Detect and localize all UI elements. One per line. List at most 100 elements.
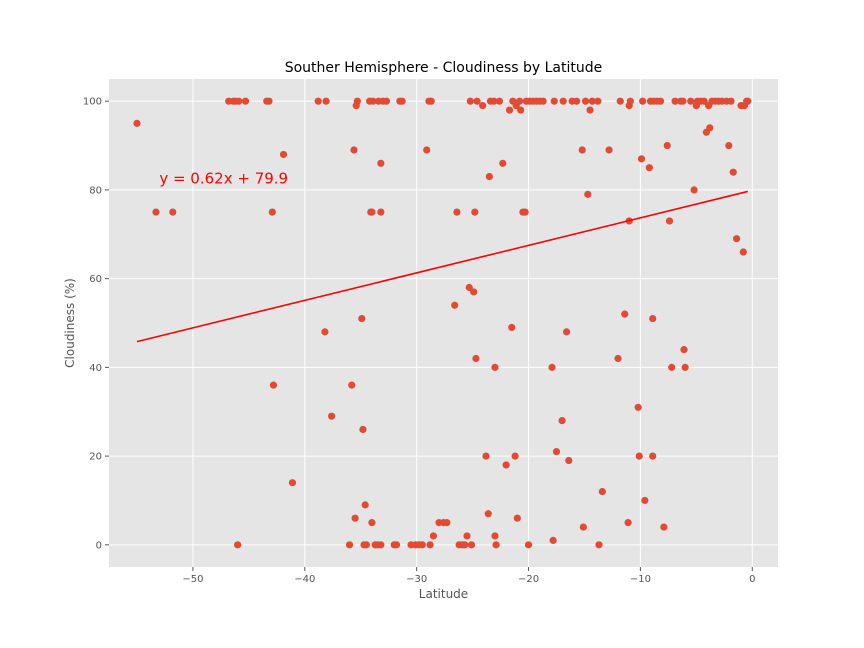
data-point (511, 452, 519, 460)
data-point (152, 208, 160, 216)
y-tick-label: 60 (89, 274, 102, 285)
data-point (361, 501, 369, 509)
data-point (671, 97, 679, 105)
data-point (641, 496, 649, 505)
data-point (562, 328, 571, 336)
data-point (368, 519, 376, 527)
data-point (328, 412, 336, 420)
data-point (443, 519, 451, 527)
data-point (668, 363, 676, 371)
data-point (586, 106, 594, 114)
data-point (269, 381, 278, 389)
data-point (314, 97, 322, 105)
data-point (485, 173, 493, 181)
y-axis-label: Cloudiness (%) (63, 278, 77, 368)
data-point (578, 146, 586, 154)
data-point (368, 208, 376, 216)
data-point (377, 208, 385, 216)
data-point (521, 208, 529, 216)
data-point (473, 97, 481, 105)
data-point (565, 456, 573, 465)
data-point (265, 97, 273, 105)
data-point (656, 97, 665, 105)
data-point (558, 417, 566, 425)
data-point (744, 97, 752, 105)
data-point (727, 97, 735, 105)
data-point (369, 97, 377, 105)
data-point (706, 124, 714, 132)
chart-title: Souther Hemisphere - Cloudiness by Latit… (285, 60, 603, 76)
data-point (559, 97, 567, 105)
data-point (392, 541, 401, 549)
data-point (502, 461, 510, 469)
data-point (353, 97, 361, 105)
data-point (463, 532, 471, 540)
data-point (472, 354, 480, 363)
data-point (549, 536, 557, 544)
data-point (133, 119, 141, 127)
data-point (505, 106, 514, 114)
data-point (345, 541, 354, 549)
data-point (539, 97, 547, 105)
data-point (470, 288, 478, 296)
data-point (348, 381, 356, 389)
grid (109, 79, 778, 567)
x-tick-label: −20 (518, 574, 539, 585)
data-point (517, 106, 525, 114)
data-point (508, 323, 516, 332)
data-point (499, 159, 507, 167)
data-point (515, 97, 524, 105)
data-point (491, 532, 499, 540)
data-point (621, 310, 629, 318)
data-point (680, 346, 688, 354)
data-point (649, 314, 657, 323)
data-point (616, 97, 624, 105)
data-point (573, 97, 581, 105)
data-point (665, 217, 674, 225)
data-point (614, 354, 622, 363)
data-point (584, 190, 592, 198)
data-point (427, 97, 435, 105)
data-point (169, 208, 177, 216)
data-point (690, 186, 698, 194)
data-point (550, 97, 558, 105)
data-point (588, 97, 596, 105)
data-point (729, 168, 737, 176)
x-tick-label: −40 (294, 574, 315, 585)
data-point (598, 487, 606, 496)
data-point (358, 314, 366, 323)
scatter-points (133, 97, 752, 549)
data-point (377, 159, 385, 167)
data-point (234, 541, 242, 549)
data-point (524, 541, 533, 549)
data-point (637, 155, 646, 163)
data-point (660, 523, 668, 531)
data-point (634, 403, 642, 411)
data-point (467, 541, 476, 549)
data-point (663, 141, 671, 150)
plot-area (109, 79, 778, 567)
x-tick-label: 0 (749, 574, 755, 585)
data-point (471, 208, 479, 216)
data-point (687, 97, 695, 105)
data-point (241, 97, 250, 105)
data-point (418, 541, 426, 549)
y-tick-label: 0 (96, 540, 102, 551)
axis-ticks: −50 −40 −30 −20 −10 0 0 20 40 60 80 100 (83, 97, 756, 585)
y-tick-label: 80 (89, 185, 102, 196)
data-point (513, 514, 521, 522)
data-point (268, 208, 276, 216)
data-point (322, 97, 330, 105)
data-point (484, 510, 492, 518)
data-point (491, 363, 499, 371)
x-tick-label: −30 (406, 574, 427, 585)
data-point (482, 452, 490, 460)
data-point (423, 146, 431, 154)
regression-equation: y = 0.62x + 79.9 (159, 169, 288, 187)
data-point (429, 532, 438, 540)
data-point (351, 514, 359, 522)
data-point (359, 425, 367, 434)
data-point (350, 146, 358, 154)
data-point (490, 97, 498, 105)
